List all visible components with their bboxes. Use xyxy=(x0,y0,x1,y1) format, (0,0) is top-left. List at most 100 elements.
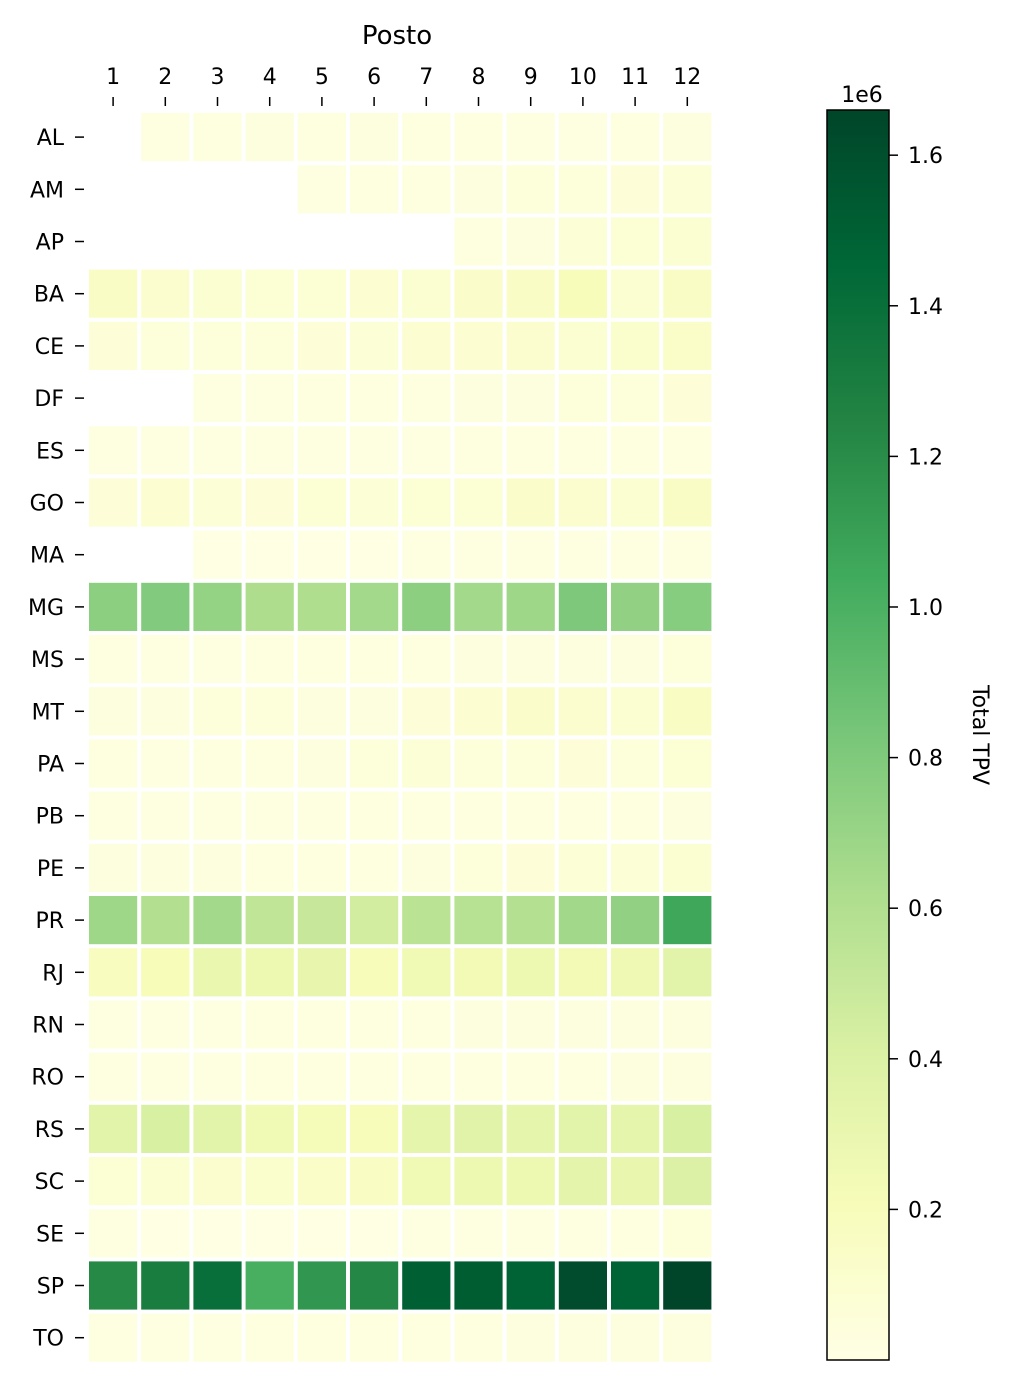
heatmap-cell xyxy=(350,687,399,736)
colorbar-tick-label: 1.6 xyxy=(908,144,943,169)
heatmap-cell xyxy=(454,948,503,997)
heatmap-cell xyxy=(506,1209,555,1258)
heatmap-cell xyxy=(663,1157,712,1206)
heatmap-cell xyxy=(558,687,607,736)
heatmap-cell xyxy=(245,739,294,788)
heatmap-cell xyxy=(663,791,712,840)
heatmap-cell xyxy=(193,478,242,527)
heatmap-cell xyxy=(663,269,712,318)
heatmap-cell xyxy=(558,1104,607,1153)
heatmap-cell xyxy=(454,217,503,266)
heatmap-cell xyxy=(506,687,555,736)
heatmap-cell xyxy=(141,1209,190,1258)
heatmap-cell xyxy=(89,896,138,945)
heatmap-cell xyxy=(611,1261,660,1310)
heatmap-cell xyxy=(141,478,190,527)
heatmap-cell xyxy=(402,478,451,527)
heatmap-cell xyxy=(89,1104,138,1153)
heatmap-cell xyxy=(89,426,138,475)
heatmap-cell xyxy=(141,687,190,736)
heatmap-cell xyxy=(245,1000,294,1049)
heatmap-cell xyxy=(506,113,555,162)
heatmap-cell xyxy=(350,321,399,370)
heatmap-cell xyxy=(89,1052,138,1101)
heatmap-cell xyxy=(297,374,346,423)
heatmap-cell xyxy=(89,791,138,840)
x-tick-label: 4 xyxy=(263,65,277,90)
heatmap-cell xyxy=(663,739,712,788)
heatmap-cell xyxy=(402,635,451,684)
heatmap-cell xyxy=(663,165,712,214)
heatmap-cell xyxy=(611,1209,660,1258)
heatmap-cell xyxy=(558,113,607,162)
heatmap-cell xyxy=(506,635,555,684)
heatmap-cell xyxy=(89,739,138,788)
heatmap-cell xyxy=(297,635,346,684)
x-axis-title: Posto xyxy=(362,21,432,51)
heatmap-cell xyxy=(611,374,660,423)
heatmap-cell xyxy=(611,948,660,997)
heatmap-cell xyxy=(89,269,138,318)
heatmap-cell xyxy=(558,217,607,266)
heatmap-cell xyxy=(506,739,555,788)
heatmap-cell xyxy=(454,426,503,475)
heatmap-cell xyxy=(663,1209,712,1258)
heatmap-cell xyxy=(558,1261,607,1310)
heatmap-cell xyxy=(611,1313,660,1362)
y-tick-label: BA xyxy=(34,283,64,308)
heatmap-cell xyxy=(193,530,242,579)
y-tick-label: AL xyxy=(37,126,65,151)
heatmap-cell xyxy=(141,582,190,631)
heatmap-cell xyxy=(245,1104,294,1153)
heatmap-cell xyxy=(611,269,660,318)
heatmap-cell xyxy=(141,321,190,370)
heatmap-cell xyxy=(454,374,503,423)
heatmap-cell xyxy=(297,1261,346,1310)
heatmap-cell xyxy=(663,217,712,266)
heatmap-cell xyxy=(245,948,294,997)
heatmap-cell xyxy=(611,321,660,370)
heatmap-cell xyxy=(558,1209,607,1258)
heatmap-cell xyxy=(297,1209,346,1258)
heatmap-cell xyxy=(663,1000,712,1049)
heatmap-cell xyxy=(193,269,242,318)
heatmap-cell xyxy=(611,530,660,579)
y-tick-label: SE xyxy=(36,1222,64,1247)
y-tick-label: MA xyxy=(30,544,64,569)
heatmap-cell xyxy=(297,687,346,736)
heatmap-cell xyxy=(454,896,503,945)
heatmap-cell xyxy=(297,896,346,945)
y-tick-label: AM xyxy=(30,178,64,203)
heatmap-cell xyxy=(350,1104,399,1153)
heatmap-cell xyxy=(141,1313,190,1362)
heatmap-cell xyxy=(506,948,555,997)
heatmap-cell xyxy=(663,478,712,527)
heatmap-cell xyxy=(558,1313,607,1362)
heatmap-cell xyxy=(506,843,555,892)
heatmap-cell xyxy=(506,374,555,423)
heatmap-cell xyxy=(350,739,399,788)
heatmap-cell xyxy=(245,321,294,370)
heatmap-cell xyxy=(611,896,660,945)
heatmap-cell xyxy=(402,1209,451,1258)
y-tick-label: RS xyxy=(35,1118,64,1143)
heatmap-cell xyxy=(89,1209,138,1258)
colorbar-gradient xyxy=(826,109,890,1361)
heatmap-cell xyxy=(245,478,294,527)
heatmap-cell xyxy=(558,739,607,788)
heatmap-cell xyxy=(506,530,555,579)
heatmap-cell xyxy=(245,530,294,579)
heatmap-cell xyxy=(141,843,190,892)
heatmap-cell xyxy=(663,1104,712,1153)
heatmap-cell xyxy=(454,321,503,370)
heatmap-cell xyxy=(611,791,660,840)
heatmap-cell xyxy=(193,1104,242,1153)
heatmap-cell xyxy=(350,791,399,840)
heatmap-cell xyxy=(350,374,399,423)
heatmap-cell xyxy=(558,791,607,840)
heatmap-cell xyxy=(663,426,712,475)
heatmap-cell xyxy=(558,635,607,684)
y-tick-label: SC xyxy=(35,1170,64,1195)
heatmap-cell xyxy=(297,426,346,475)
